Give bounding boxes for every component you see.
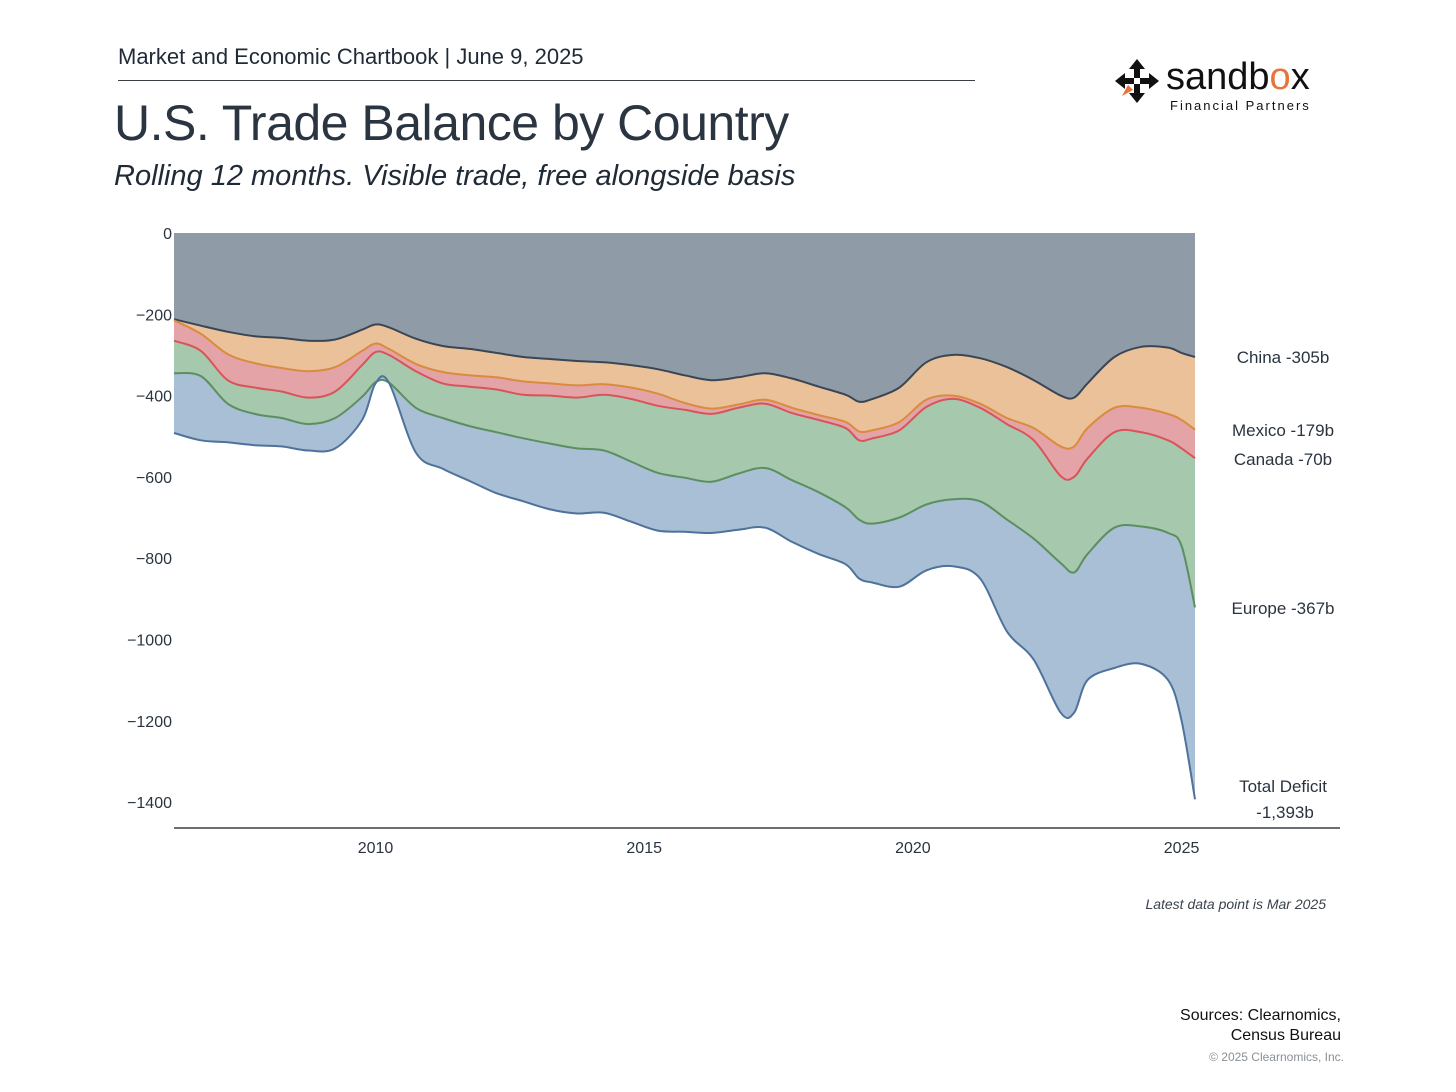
area-mexico: [174, 319, 1195, 449]
y-tick-label: −600: [136, 470, 172, 487]
line-layer: [173, 318, 1196, 800]
end-label: -1,393b: [1256, 803, 1314, 822]
line-mexico: [173, 319, 1196, 450]
logo-tagline: Financial Partners: [1170, 98, 1311, 113]
y-tick-label: −1400: [127, 795, 172, 812]
y-axis-ticks: 0 −200 −400 −600 −800 −1000 −1200 −1400: [127, 226, 172, 812]
area-china: [174, 233, 1195, 402]
x-tick-label: 2015: [626, 840, 662, 857]
area-layer: [174, 233, 1195, 800]
y-tick-label: −800: [136, 551, 172, 568]
sources-line-2: Census Bureau: [1230, 1027, 1341, 1044]
y-tick-label: 0: [163, 226, 172, 243]
line-canada: [173, 339, 1196, 481]
series-end-labels: China -305b Mexico -179b Canada -70b Europe…: [1231, 348, 1334, 822]
x-axis-ticks: 2010 2015 2020 2025: [358, 840, 1200, 857]
latest-data-note: Latest data point is Mar 2025: [1145, 896, 1326, 912]
end-label: Mexico -179b: [1232, 421, 1334, 440]
copyright: © 2025 Clearnomics, Inc.: [1209, 1050, 1344, 1064]
y-tick-label: −1200: [127, 714, 172, 731]
x-tick-label: 2010: [358, 840, 394, 857]
y-tick-label: −1000: [127, 633, 172, 650]
end-label: Canada -70b: [1234, 450, 1332, 469]
y-tick-label: −200: [136, 307, 172, 324]
y-tick-label: −400: [136, 389, 172, 406]
chart-subtitle: Rolling 12 months. Visible trade, free a…: [114, 160, 796, 192]
chart-title: U.S. Trade Balance by Country: [114, 95, 789, 151]
compass-arrows-icon: [1115, 59, 1159, 103]
logo-wordmark: sandbox: [1166, 56, 1310, 98]
sources-line-1: Sources: Clearnomics,: [1180, 1007, 1341, 1024]
x-tick-label: 2020: [895, 840, 931, 857]
x-tick-label: 2025: [1164, 840, 1200, 857]
end-label: China -305b: [1237, 348, 1330, 367]
sources: Sources: Clearnomics, Census Bureau: [1041, 1006, 1341, 1046]
line-total-deficit: [173, 375, 1196, 800]
end-label: Europe -367b: [1231, 599, 1334, 618]
chartbook-header: Market and Economic Chartbook | June 9, …: [118, 44, 584, 69]
line-europe: [173, 371, 1196, 608]
header-divider: [118, 80, 975, 81]
area-total-deficit: [174, 372, 1195, 800]
end-label: Total Deficit: [1239, 777, 1327, 796]
line-china: [173, 318, 1196, 403]
area-europe: [174, 340, 1195, 608]
sandbox-logo: sandbox Financial Partners: [1114, 56, 1344, 116]
